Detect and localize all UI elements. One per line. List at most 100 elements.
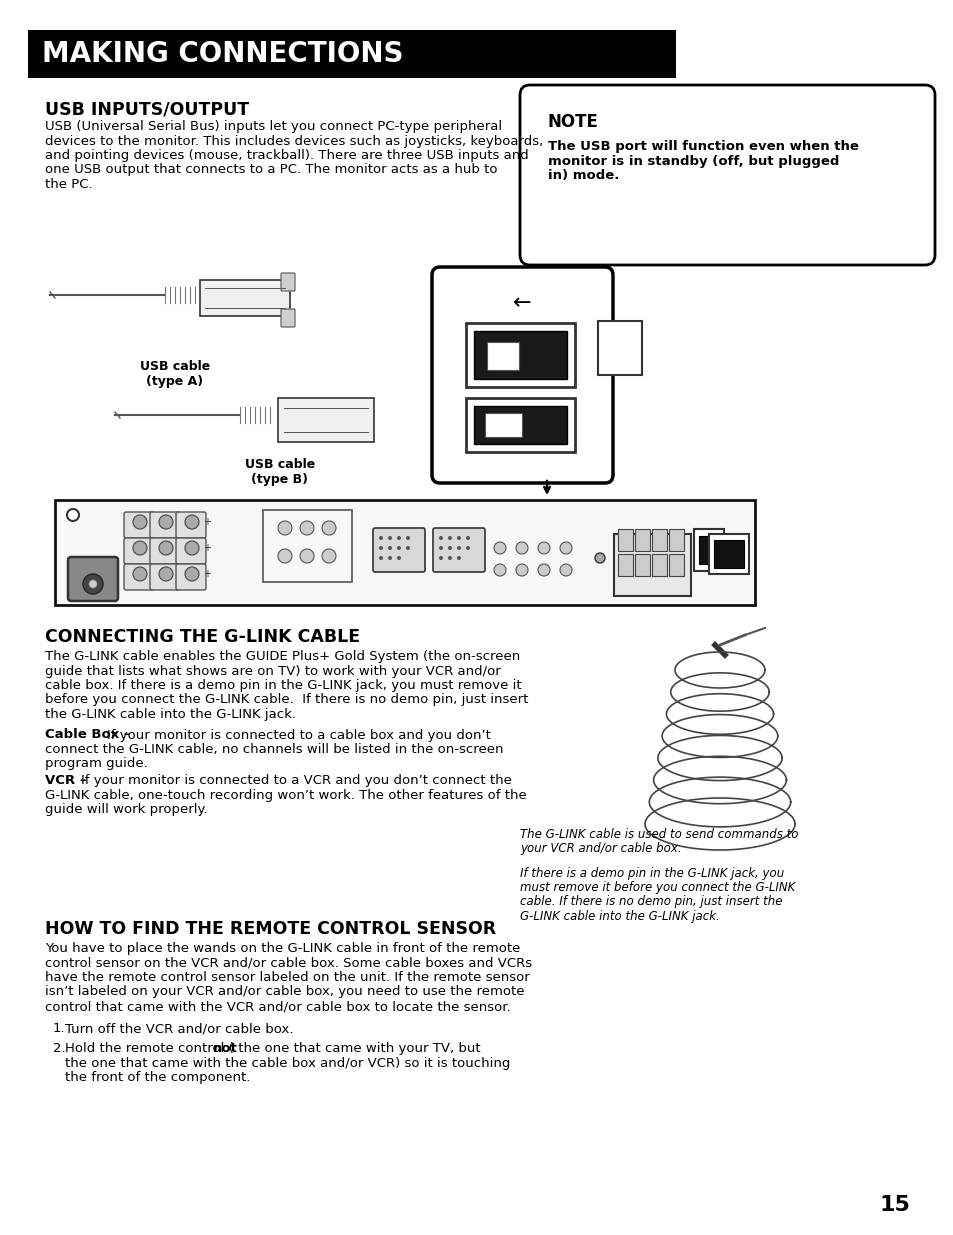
FancyBboxPatch shape [668, 555, 683, 576]
FancyBboxPatch shape [465, 324, 575, 387]
Circle shape [277, 550, 292, 563]
FancyBboxPatch shape [124, 513, 153, 538]
Text: If your monitor is connected to a VCR and you don’t connect the: If your monitor is connected to a VCR an… [81, 774, 512, 787]
Circle shape [83, 574, 103, 594]
Circle shape [299, 521, 314, 535]
FancyBboxPatch shape [277, 398, 374, 442]
Text: G-LINK cable into the G-LINK jack.: G-LINK cable into the G-LINK jack. [519, 910, 719, 923]
FancyBboxPatch shape [28, 30, 676, 78]
Circle shape [388, 546, 392, 550]
Circle shape [438, 556, 442, 559]
Circle shape [396, 536, 400, 540]
Text: one USB output that connects to a PC. The monitor acts as a hub to: one USB output that connects to a PC. Th… [45, 163, 497, 177]
Circle shape [67, 509, 79, 521]
Circle shape [159, 541, 172, 555]
FancyBboxPatch shape [651, 555, 666, 576]
Circle shape [378, 556, 382, 559]
FancyBboxPatch shape [465, 398, 575, 452]
Circle shape [185, 541, 199, 555]
FancyBboxPatch shape [474, 331, 566, 379]
Text: If there is a demo pin in the G-LINK jack, you: If there is a demo pin in the G-LINK jac… [519, 867, 783, 879]
Circle shape [537, 542, 550, 555]
Text: devices to the monitor. This includes devices such as joysticks, keyboards,: devices to the monitor. This includes de… [45, 135, 542, 147]
Circle shape [89, 580, 97, 588]
Text: guide that lists what shows are on TV) to work with your VCR and/or: guide that lists what shows are on TV) t… [45, 664, 500, 678]
Text: the one that came with the cable box and/or VCR) so it is touching: the one that came with the cable box and… [65, 1056, 510, 1070]
Circle shape [438, 546, 442, 550]
Circle shape [378, 546, 382, 550]
Text: Hold the remote control (: Hold the remote control ( [65, 1042, 233, 1055]
FancyBboxPatch shape [373, 529, 424, 572]
Text: G-LINK cable, one-touch recording won’t work. The other features of the: G-LINK cable, one-touch recording won’t … [45, 788, 526, 802]
Text: cable box. If there is a demo pin in the G-LINK jack, you must remove it: cable box. If there is a demo pin in the… [45, 679, 521, 692]
Circle shape [406, 536, 410, 540]
Text: have the remote control sensor labeled on the unit. If the remote sensor: have the remote control sensor labeled o… [45, 971, 529, 984]
FancyBboxPatch shape [668, 529, 683, 551]
Text: cable. If there is no demo pin, just insert the: cable. If there is no demo pin, just ins… [519, 895, 781, 909]
Circle shape [299, 550, 314, 563]
Text: guide will work properly.: guide will work properly. [45, 803, 208, 816]
FancyBboxPatch shape [150, 538, 180, 564]
Circle shape [132, 567, 147, 580]
Circle shape [388, 536, 392, 540]
Text: program guide.: program guide. [45, 757, 148, 771]
Text: MAKING CONNECTIONS: MAKING CONNECTIONS [42, 40, 403, 68]
Text: USB cable
(type A): USB cable (type A) [140, 359, 210, 388]
Circle shape [448, 556, 452, 559]
Text: before you connect the G-LINK cable.  If there is no demo pin, just insert: before you connect the G-LINK cable. If … [45, 694, 528, 706]
Text: NOTE: NOTE [547, 112, 598, 131]
Text: The G-LINK cable is used to send commands to: The G-LINK cable is used to send command… [519, 827, 798, 841]
Text: not: not [213, 1042, 237, 1055]
FancyBboxPatch shape [281, 273, 294, 291]
FancyBboxPatch shape [124, 538, 153, 564]
Circle shape [159, 515, 172, 529]
FancyBboxPatch shape [614, 534, 690, 597]
Circle shape [396, 556, 400, 559]
Text: connect the G-LINK cable, no channels will be listed in the on-screen: connect the G-LINK cable, no channels wi… [45, 743, 503, 756]
Circle shape [185, 567, 199, 580]
FancyBboxPatch shape [432, 267, 613, 483]
Text: 2.: 2. [53, 1042, 66, 1055]
FancyBboxPatch shape [693, 529, 723, 571]
FancyBboxPatch shape [651, 529, 666, 551]
FancyBboxPatch shape [433, 529, 484, 572]
Circle shape [132, 541, 147, 555]
FancyBboxPatch shape [281, 309, 294, 327]
Text: the PC.: the PC. [45, 178, 92, 191]
FancyBboxPatch shape [124, 564, 153, 590]
Circle shape [132, 515, 147, 529]
Text: isn’t labeled on your VCR and/or cable box, you need to use the remote: isn’t labeled on your VCR and/or cable b… [45, 986, 524, 999]
Circle shape [494, 542, 505, 555]
Text: USB (Universal Serial Bus) inputs let you connect PC-type peripheral: USB (Universal Serial Bus) inputs let yo… [45, 120, 501, 133]
Text: Cable Box –: Cable Box – [45, 729, 135, 741]
Text: The USB port will function even when the: The USB port will function even when the [547, 140, 858, 153]
Text: the G-LINK cable into the G-LINK jack.: the G-LINK cable into the G-LINK jack. [45, 708, 295, 721]
Text: and pointing devices (mouse, trackball). There are three USB inputs and: and pointing devices (mouse, trackball).… [45, 149, 528, 162]
Circle shape [559, 542, 572, 555]
Circle shape [595, 553, 604, 563]
Circle shape [185, 515, 199, 529]
Text: VCR –: VCR – [45, 774, 91, 787]
Text: the front of the component.: the front of the component. [65, 1071, 250, 1084]
Circle shape [277, 521, 292, 535]
Text: USB cable
(type B): USB cable (type B) [245, 458, 314, 487]
Text: monitor is in standby (off, but plugged: monitor is in standby (off, but plugged [547, 154, 839, 168]
Text: +: + [203, 517, 211, 527]
FancyBboxPatch shape [175, 564, 206, 590]
Text: +: + [203, 543, 211, 553]
FancyBboxPatch shape [486, 342, 518, 370]
Circle shape [465, 546, 470, 550]
FancyBboxPatch shape [200, 280, 290, 316]
FancyBboxPatch shape [708, 534, 748, 574]
FancyBboxPatch shape [68, 557, 118, 601]
FancyBboxPatch shape [598, 321, 641, 375]
Circle shape [465, 536, 470, 540]
Circle shape [456, 556, 460, 559]
FancyBboxPatch shape [150, 564, 180, 590]
FancyBboxPatch shape [55, 500, 754, 605]
Text: The G-LINK cable enables the GUIDE Plus+ Gold System (the on-screen: The G-LINK cable enables the GUIDE Plus+… [45, 650, 519, 663]
Circle shape [388, 556, 392, 559]
Text: 1.: 1. [53, 1023, 66, 1035]
Text: control that came with the VCR and/or cable box to locate the sensor.: control that came with the VCR and/or ca… [45, 1000, 510, 1013]
Text: must remove it before you connect the G-LINK: must remove it before you connect the G-… [519, 881, 795, 894]
